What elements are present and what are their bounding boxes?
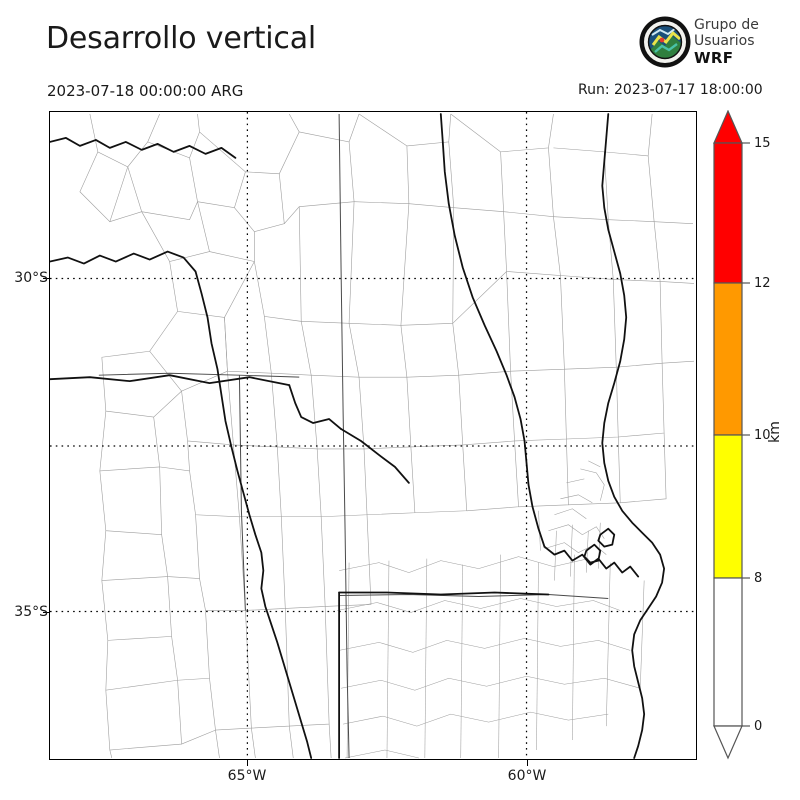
colorbar-segment-red [713,142,743,284]
ytick-label-35s: 35°S [14,604,48,620]
map-canvas [50,112,696,759]
colorbar-tick-label-8: 8 [754,571,763,586]
colorbar-extend-min [713,725,743,760]
ytick-mark-35s [43,612,49,614]
ytick-mark-30s [43,278,49,280]
logo-line-3: WRF [694,49,734,67]
logo-line-2: Usuarios [694,33,755,49]
logo-text: Grupo de Usuarios WRF [694,17,790,66]
department-borders-layer [79,113,695,759]
country-borders-layer [50,113,665,759]
logo-line-1: Grupo de [694,17,759,33]
colorbar-segment-yellow [713,434,743,579]
graticule-layer [50,112,696,759]
colorbar-extend-max [713,110,743,144]
province-borders-layer [98,113,609,759]
colorbar-canvas [713,110,750,760]
logo: Grupo de Usuarios WRF [638,14,790,72]
buenos-aires-partidos-layer [337,460,645,759]
valid-time-label: 2023-07-18 00:00:00 ARG [47,82,244,100]
page-title: Desarrollo vertical [46,21,317,56]
xtick-label-60w: 60°W [507,768,547,784]
wrf-globe-emblem-icon [638,15,692,69]
colorbar-tick-label-15: 15 [754,136,771,151]
colorbar-tick-label-12: 12 [754,276,771,291]
xtick-mark-65w [247,760,249,766]
colorbar-segment-white [713,577,743,727]
colorbar-segment-orange [713,282,743,436]
xtick-label-65w: 65°W [227,768,267,784]
colorbar[interactable]: 15 12 10 8 0 [709,110,799,760]
ytick-label-30s: 30°S [14,270,48,286]
run-time-label: Run: 2023-07-17 18:00:00 [578,82,763,98]
colorbar-tick-label-10: 10 [754,428,771,443]
colorbar-unit-label: km [766,421,783,443]
colorbar-tick-label-0: 0 [754,719,763,734]
xtick-mark-60w [527,760,529,766]
colorbar-ticks [742,142,750,727]
map-plot-area[interactable] [49,111,697,760]
